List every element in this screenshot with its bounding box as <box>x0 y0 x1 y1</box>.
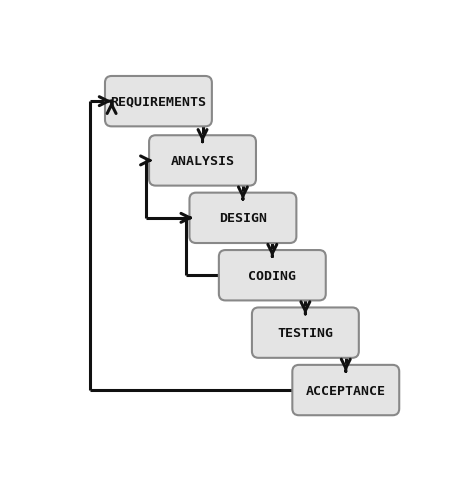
Text: REQUIREMENTS: REQUIREMENTS <box>110 96 207 108</box>
Text: ACCEPTANCE: ACCEPTANCE <box>306 384 386 397</box>
FancyBboxPatch shape <box>219 251 326 301</box>
Text: DESIGN: DESIGN <box>219 212 267 225</box>
Text: CODING: CODING <box>248 269 296 282</box>
FancyBboxPatch shape <box>105 77 212 127</box>
Text: TESTING: TESTING <box>277 326 333 339</box>
FancyBboxPatch shape <box>252 308 359 358</box>
Text: ANALYSIS: ANALYSIS <box>171 155 235 168</box>
FancyBboxPatch shape <box>292 365 399 415</box>
FancyBboxPatch shape <box>149 136 256 186</box>
FancyBboxPatch shape <box>190 193 296 243</box>
